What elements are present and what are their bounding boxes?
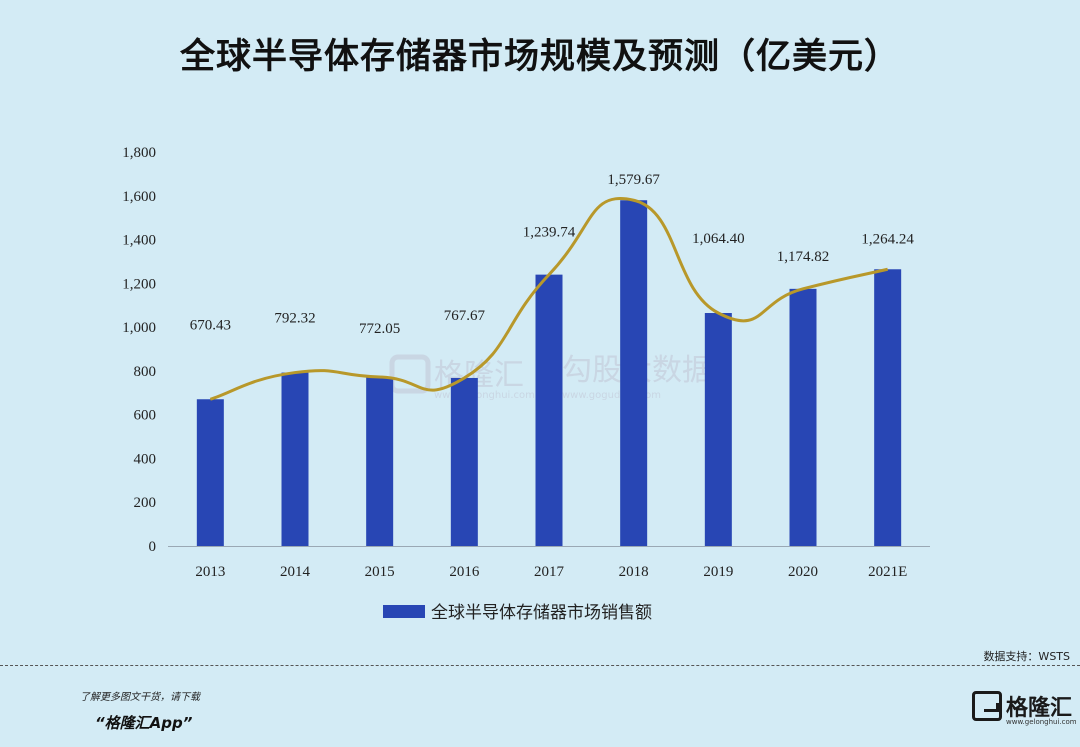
y-tick-label: 1,000 (122, 320, 156, 336)
legend-label: 全球半导体存储器市场销售额 (431, 603, 652, 623)
data-source: 数据支持：WSTS (983, 650, 1070, 663)
y-tick-label: 1,200 (122, 276, 156, 292)
data-label: 1,174.82 (777, 249, 830, 265)
gelonghui-logo: 格隆汇 www.gelonghui.com (972, 688, 1077, 728)
data-label: 1,264.24 (861, 231, 914, 247)
footer-app-name: “格隆汇App” (95, 714, 193, 732)
y-tick-label: 200 (134, 495, 157, 511)
divider (0, 665, 1080, 666)
y-tick-label: 1,600 (122, 189, 156, 205)
watermark-data-url: www.gogudata.com (562, 390, 661, 401)
bar (535, 274, 563, 546)
footer-download-text: 了解更多图文干货，请下载 (80, 692, 200, 703)
bar (874, 269, 902, 546)
logo-text: 格隆汇 (1006, 696, 1073, 721)
y-tick-label: 1,400 (122, 233, 156, 249)
x-tick-label: 2015 (365, 564, 395, 580)
data-label: 1,239.74 (523, 225, 576, 241)
y-tick-label: 400 (134, 451, 157, 467)
bar (450, 377, 478, 546)
watermark-brand-url: www.gelonghui.com (434, 390, 535, 401)
y-tick-label: 800 (134, 364, 157, 380)
y-tick-label: 1,800 (122, 145, 156, 161)
chart-title: 全球半导体存储器市场规模及预测（亿美元） (179, 37, 900, 77)
bar (281, 372, 309, 546)
x-tick-label: 2021E (868, 564, 907, 580)
data-label: 772.05 (359, 321, 400, 337)
logo-sub: www.gelonghui.com (1006, 718, 1077, 726)
trend-curve (209, 197, 889, 401)
data-label: 1,064.40 (692, 231, 745, 247)
bar (620, 200, 648, 546)
bar (789, 288, 817, 546)
bar (366, 377, 394, 546)
x-tick-label: 2014 (280, 564, 311, 580)
x-tick-label: 2018 (619, 564, 649, 580)
y-tick-label: 600 (134, 408, 157, 424)
data-label: 670.43 (190, 317, 231, 333)
data-label: 1,579.67 (607, 172, 660, 188)
y-tick-label: 0 (149, 539, 157, 555)
legend-swatch (383, 605, 425, 618)
x-tick-label: 2019 (703, 564, 733, 580)
watermark-logo-icon (389, 354, 431, 394)
bar (704, 313, 732, 546)
x-tick-label: 2016 (449, 564, 480, 580)
data-label: 792.32 (274, 311, 315, 327)
x-tick-label: 2020 (788, 564, 818, 580)
gelonghui-logo-icon (972, 691, 1002, 721)
bar (196, 399, 224, 546)
data-label: 767.67 (444, 308, 486, 324)
x-tick-label: 2017 (534, 564, 565, 580)
x-tick-label: 2013 (195, 564, 225, 580)
bar-chart: 格隆汇www.gelonghui.com勾股大数据www.gogudata.co… (122, 145, 930, 623)
